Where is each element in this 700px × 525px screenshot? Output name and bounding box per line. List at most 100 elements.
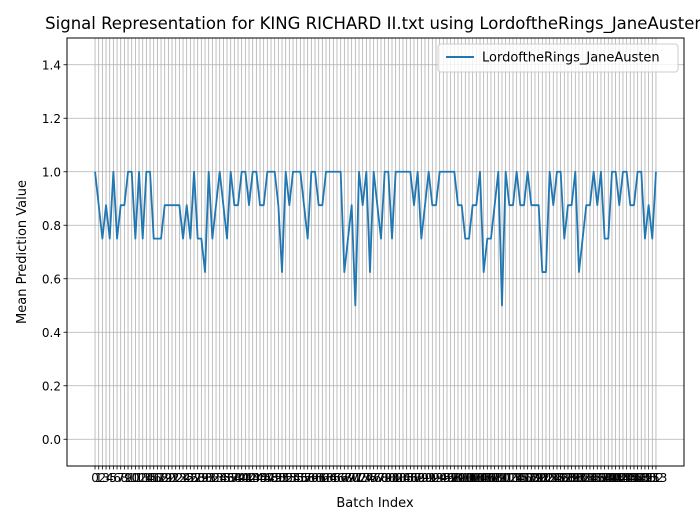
x-tick-label: 32 [205, 471, 220, 485]
x-tick-label: 127 [549, 471, 572, 485]
x-tick-label: 105 [469, 471, 492, 485]
x-tick-label: 71 [348, 471, 363, 485]
x-tick-label: 139 [593, 471, 616, 485]
x-tick-label: 146 [619, 471, 642, 485]
x-tick-label: 0 [91, 471, 99, 485]
x-tick-label: 67 [333, 471, 348, 485]
x-tick-label: 14 [139, 471, 154, 485]
x-tick-label: 57 [296, 471, 311, 485]
x-tick-label: 70 [344, 471, 359, 485]
x-tick-label: 129 [557, 471, 580, 485]
x-tick-label: 147 [623, 471, 646, 485]
x-tick-label: 22 [168, 471, 183, 485]
x-tick-label: 12 [131, 471, 146, 485]
x-tick-label: 113 [498, 471, 521, 485]
y-tick-label: 1.4 [42, 58, 61, 72]
x-tick-label: 5 [110, 471, 118, 485]
x-tick-label: 47 [260, 471, 275, 485]
x-tick-label: 88 [410, 471, 425, 485]
x-tick-label: 60 [307, 471, 322, 485]
x-tick-label: 25 [179, 471, 194, 485]
x-tick-label: 10 [124, 471, 139, 485]
x-tick-label: 62 [315, 471, 330, 485]
x-tick-label: 41 [238, 471, 253, 485]
x-tick-label: 49 [267, 471, 282, 485]
x-tick-label: 135 [579, 471, 602, 485]
x-tick-label: 128 [553, 471, 576, 485]
x-tick-label: 78 [373, 471, 388, 485]
x-tick-label: 79 [377, 471, 392, 485]
x-tick-label: 99 [450, 471, 465, 485]
x-tick-label: 137 [586, 471, 609, 485]
plot-background [67, 38, 684, 466]
x-tick-label: 149 [630, 471, 653, 485]
x-tick-label: 130 [560, 471, 583, 485]
x-tick-label: 120 [524, 471, 547, 485]
x-tick-label: 131 [564, 471, 587, 485]
x-tick-label: 91 [421, 471, 436, 485]
x-tick-label: 42 [241, 471, 256, 485]
x-tick-label: 102 [458, 471, 481, 485]
y-axis-label: Mean Prediction Value [15, 180, 30, 324]
y-gridlines [67, 64, 684, 440]
x-tick-label: 28 [190, 471, 205, 485]
x-tick-label: 118 [516, 471, 539, 485]
x-tick-label: 82 [388, 471, 403, 485]
y-tick-label: 0.8 [42, 219, 61, 233]
legend-box [437, 43, 679, 73]
x-tick-label: 26 [183, 471, 198, 485]
x-tick-label: 143 [608, 471, 631, 485]
x-tick-label: 35 [216, 471, 231, 485]
x-tick-label: 43 [245, 471, 260, 485]
x-tick-label: 15 [142, 471, 157, 485]
x-tick-label: 117 [513, 471, 536, 485]
x-tick-label: 31 [201, 471, 216, 485]
x-tick-label: 75 [362, 471, 377, 485]
x-tick-label: 112 [494, 471, 517, 485]
x-tick-label: 123 [535, 471, 558, 485]
x-tick-label: 152 [641, 471, 664, 485]
x-tick-label: 119 [520, 471, 543, 485]
x-tick-label: 138 [590, 471, 613, 485]
x-tick-label: 126 [546, 471, 569, 485]
x-tick-label: 45 [252, 471, 267, 485]
x-tick-label: 97 [443, 471, 458, 485]
x-tick-label: 77 [370, 471, 385, 485]
x-tick-label: 21 [164, 471, 179, 485]
x-gridlines [94, 38, 657, 466]
x-tick-label: 27 [186, 471, 201, 485]
x-tick-label: 104 [465, 471, 488, 485]
x-axis-ticks: 0123456789101112131415161718192021222324… [91, 466, 667, 485]
chart-title: Signal Representation for KING RICHARD I… [45, 14, 700, 34]
x-tick-label: 140 [597, 471, 620, 485]
x-tick-label: 141 [601, 471, 624, 485]
y-tick-label: 0.2 [42, 379, 61, 393]
series-line [94, 170, 657, 307]
x-tick-label: 54 [285, 471, 300, 485]
x-tick-label: 1 [95, 471, 103, 485]
x-tick-label: 33 [208, 471, 223, 485]
x-tick-label: 115 [505, 471, 528, 485]
x-tick-label: 7 [117, 471, 125, 485]
x-tick-label: 89 [414, 471, 429, 485]
x-tick-label: 136 [582, 471, 605, 485]
x-tick-label: 65 [326, 471, 341, 485]
x-tick-label: 122 [531, 471, 554, 485]
x-tick-label: 17 [150, 471, 165, 485]
x-tick-label: 132 [568, 471, 591, 485]
x-tick-label: 84 [395, 471, 410, 485]
x-tick-label: 125 [542, 471, 565, 485]
x-tick-label: 46 [256, 471, 271, 485]
x-tick-label: 16 [146, 471, 161, 485]
x-tick-label: 55 [289, 471, 304, 485]
x-tick-label: 93 [428, 471, 443, 485]
x-tick-label: 40 [234, 471, 249, 485]
legend: LordoftheRings_JaneAusten [437, 43, 679, 73]
x-tick-label: 100 [450, 471, 473, 485]
x-tick-label: 24 [175, 471, 190, 485]
x-tick-label: 13 [135, 471, 150, 485]
x-tick-label: 74 [359, 471, 374, 485]
x-tick-label: 86 [403, 471, 418, 485]
legend-label: LordoftheRings_JaneAusten [482, 51, 660, 66]
x-tick-label: 153 [645, 471, 668, 485]
